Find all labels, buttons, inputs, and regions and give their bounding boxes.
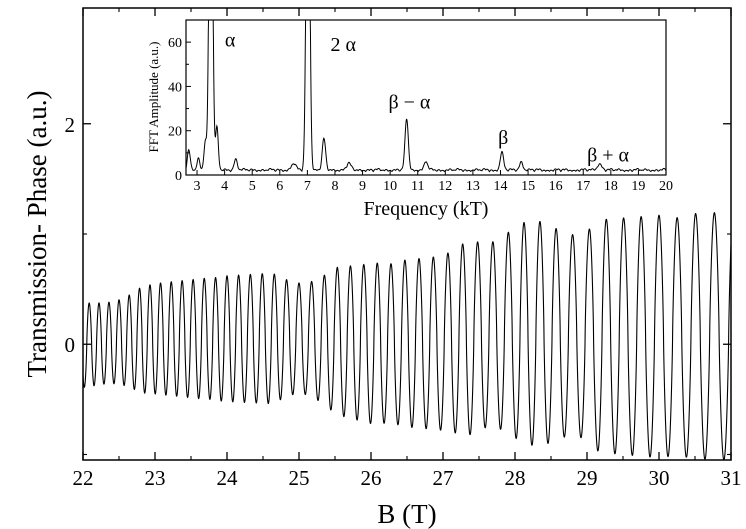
main-y-tick-label: 0 [65, 333, 76, 357]
inset-x-tick-label: 14 [493, 179, 507, 194]
inset-x-tick-label: 12 [438, 179, 452, 194]
main-x-tick-label: 26 [361, 466, 382, 490]
main-x-tick-label: 28 [505, 466, 526, 490]
main-x-tick-label: 25 [289, 466, 310, 490]
inset-x-tick-label: 18 [604, 179, 618, 194]
inset-peak-label: β − α [388, 92, 430, 114]
main-y-tick-label: 2 [65, 113, 76, 137]
inset-x-tick-label: 15 [521, 179, 535, 194]
inset-y-tick-label: 0 [175, 169, 182, 184]
main-x-tick-label: 30 [649, 466, 670, 490]
inset-y-tick-label: 60 [168, 36, 182, 51]
main-x-tick-label: 31 [721, 466, 742, 490]
inset-peak-label: 2 α [330, 34, 356, 56]
inset-y-tick-label: 20 [168, 125, 182, 140]
inset-x-tick-label: 6 [276, 179, 283, 194]
inset-x-axis-label: Frequency (kT) [364, 198, 489, 220]
inset-x-tick-label: 11 [411, 179, 424, 194]
inset-peak-label: β + α [587, 145, 629, 167]
main-x-axis-label: B (T) [377, 499, 436, 529]
inset-ticks: 3 4 5 6 7 8 9 10 11 12 13 14 15 16 17 18 19 20 0 20 40 60 [168, 36, 673, 194]
main-x-tick-label: 27 [433, 466, 454, 490]
inset-peak-label: α [225, 30, 236, 52]
inset-x-tick-label: 16 [549, 179, 563, 194]
inset-x-tick-label: 5 [249, 179, 256, 194]
inset-annotations: α 2 α β − α β β + α [225, 30, 630, 167]
inset-series [186, 20, 666, 173]
main-y-axis-label: Transmission- Phase (a.u.) [22, 91, 52, 378]
inset-x-tick-label: 3 [194, 179, 201, 194]
main-x-tick-label: 23 [145, 466, 166, 490]
inset-fft-line [186, 20, 666, 173]
inset-x-tick-label: 9 [359, 179, 366, 194]
inset-x-tick-label: 8 [331, 179, 338, 194]
inset-x-tick-label: 19 [631, 179, 645, 194]
inset-x-tick-label: 7 [304, 179, 311, 194]
main-series [82, 212, 732, 461]
inset-x-tick-label: 20 [659, 179, 673, 194]
main-series-line [82, 212, 732, 461]
inset-x-tick-label: 4 [221, 179, 228, 194]
inset-peak-label: β [498, 127, 508, 149]
inset-plot-frame [185, 19, 667, 176]
main-x-tick-label: 29 [577, 466, 598, 490]
main-x-tick-label: 22 [73, 466, 94, 490]
inset-x-tick-label: 17 [576, 179, 590, 194]
inset-plot: 3 4 5 6 7 8 9 10 11 12 13 14 15 16 17 18 19 20 0 20 40 60 α 2 … [146, 19, 673, 220]
inset-background [186, 20, 666, 175]
main-x-tick-label: 24 [217, 466, 239, 490]
inset-x-tick-label: 10 [383, 179, 397, 194]
inset-y-axis-label: FFT Amplitude (a.u.) [146, 42, 161, 153]
inset-y-tick-label: 40 [168, 80, 182, 95]
inset-x-tick-label: 13 [466, 179, 480, 194]
